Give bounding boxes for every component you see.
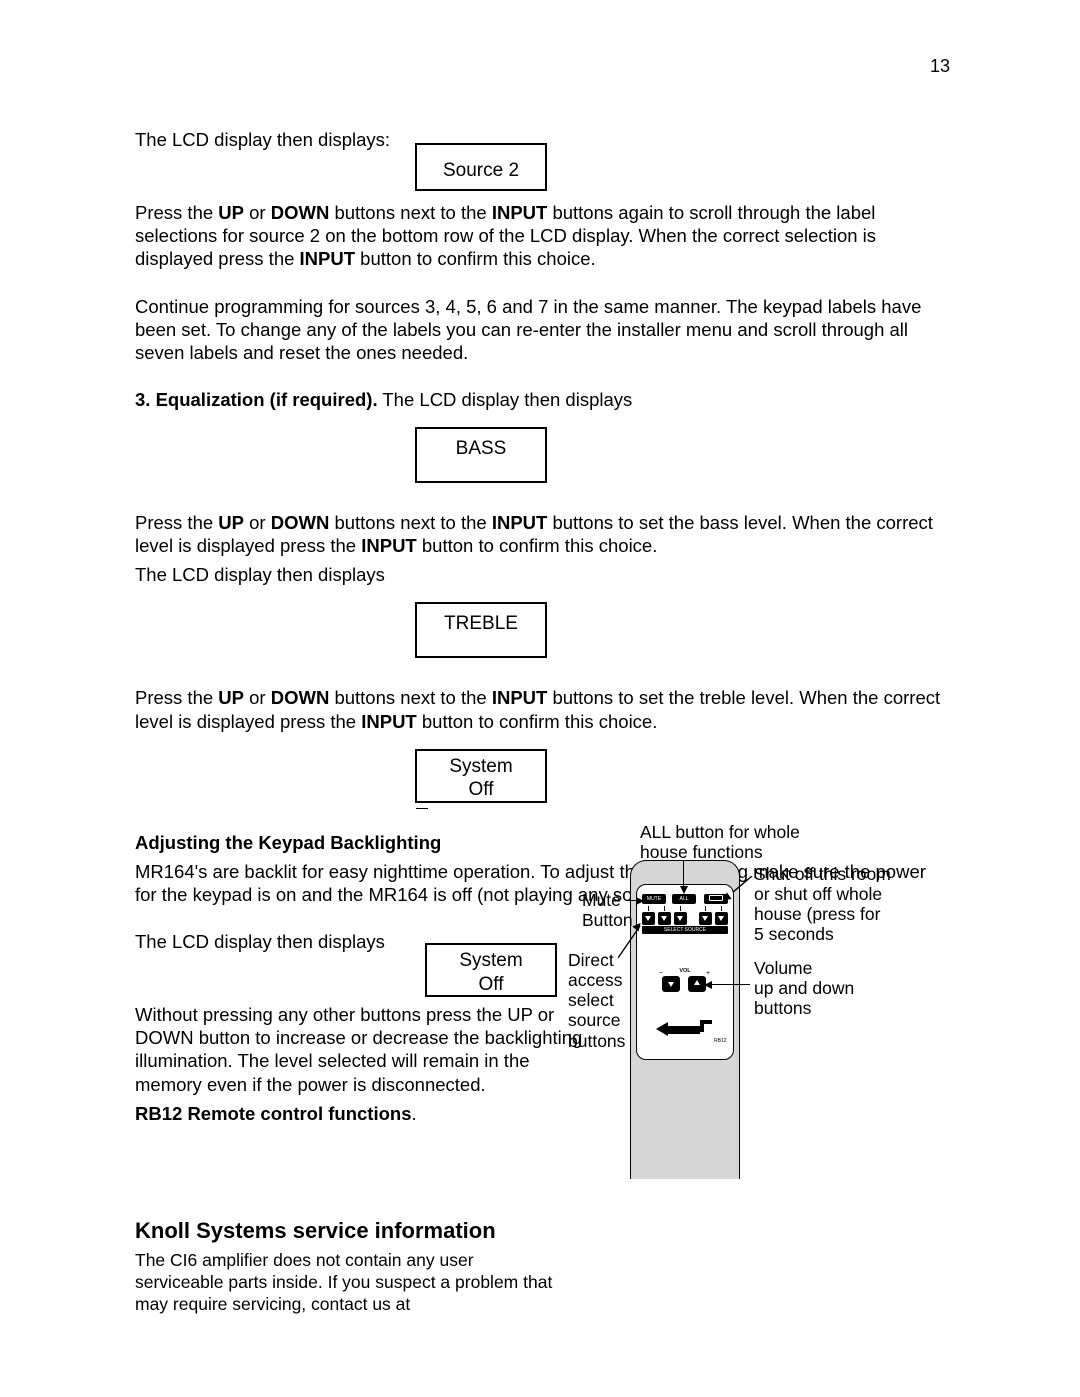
backlight-para2: Without pressing any other buttons press…	[135, 1003, 585, 1096]
lcd-sysoff-2: System Off	[425, 943, 557, 997]
callout-volume: Volume up and down buttons	[754, 958, 894, 1018]
lcd-sysoff-1: System Off	[415, 749, 547, 803]
rb12-line: RB12 Remote control functions.	[135, 1102, 585, 1125]
lcd-sysoff1-l2: Off	[469, 779, 494, 800]
lcd-sysoff1-l1: System	[449, 756, 512, 777]
knoll-logo	[656, 1020, 712, 1038]
lcd-sysoff2-l2: Off	[479, 974, 504, 995]
para-treble: Press the UP or DOWN buttons next to the…	[135, 686, 945, 732]
para-bass: Press the UP or DOWN buttons next to the…	[135, 511, 945, 557]
select-source-label: SELECT SOURCE	[642, 928, 728, 933]
lcd-sysoff2-l1: System	[459, 950, 522, 971]
lcd-treble: TREBLE	[415, 602, 547, 658]
service-para: The CI6 amplifier does not contain any u…	[135, 1250, 565, 1316]
all-button-label: ALL	[672, 897, 696, 902]
lcd2-connector	[416, 808, 428, 809]
line-then-1: The LCD display then displays	[135, 563, 945, 586]
vol-label: VOL	[675, 969, 695, 975]
callout-shutoff: Shut off this room or shut off whole hou…	[754, 864, 944, 945]
lcd-source2-text: Source 2	[443, 160, 519, 181]
lcd-bass-text: BASS	[456, 438, 507, 459]
model-label: RB12	[714, 1038, 727, 1044]
para-source2: Press the UP or DOWN buttons next to the…	[135, 201, 945, 270]
callout-direct: Direct access select source buttons	[568, 950, 634, 1051]
mute-button-label: MUTE	[642, 897, 666, 902]
page: 13 The LCD display then displays: Source…	[0, 0, 1080, 1397]
service-title: Knoll Systems service information	[135, 1217, 565, 1245]
lcd-source2: Source 2	[415, 143, 547, 191]
callout-all: ALL button for whole house functions	[640, 822, 840, 862]
para-continue: Continue programming for sources 3, 4, 5…	[135, 295, 945, 364]
eq-line: 3. Equalization (if required). The LCD d…	[135, 388, 945, 411]
lcd-bass: BASS	[415, 427, 547, 483]
page-number: 13	[930, 56, 950, 77]
lcd-treble-text: TREBLE	[444, 613, 518, 634]
remote-diagram: MUTE ALL SELECT SOURCE VOL − +	[570, 810, 950, 1190]
